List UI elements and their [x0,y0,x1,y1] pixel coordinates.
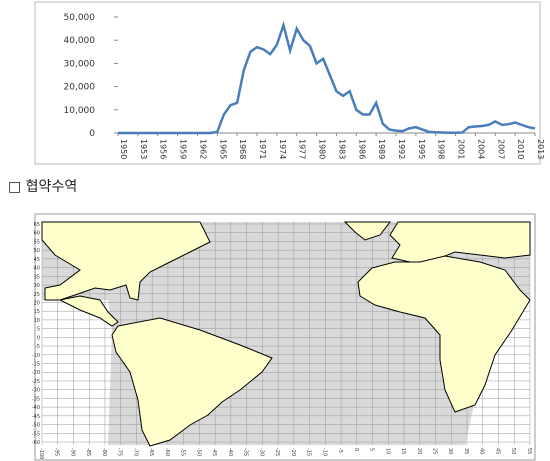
lon-label: -55 [180,448,186,456]
lat-label: -20 [32,370,40,376]
y-tick-label: 0 [89,129,95,139]
lon-label: -100 [38,448,44,459]
lon-label: -85 [85,448,91,456]
lat-label: 50 [34,248,40,254]
lon-label: -30 [258,448,264,456]
lat-label: -35 [32,396,40,402]
lon-label: -40 [227,448,233,456]
x-tick-label: 1995 [417,139,426,159]
lon-label: 30 [447,448,453,454]
x-tick-label: 1968 [238,139,247,159]
lat-label: -50 [32,423,40,429]
x-tick-label: 1956 [159,139,168,159]
lat-label: 55 [34,239,40,245]
lon-label: 55 [526,448,532,454]
x-tick-label: 1980 [318,139,327,159]
x-tick-label: 2004 [476,139,485,159]
lat-label: 25 [34,292,40,298]
lat-label: 5 [37,327,40,333]
lon-label: -35 [243,448,249,456]
x-tick-label: 1971 [258,139,267,159]
lon-label: -15 [306,448,312,456]
lat-label: -40 [32,405,40,411]
lat-label: 60 [34,231,40,237]
x-tick-label: 1962 [198,139,207,159]
y-tick-label: 20,000 [64,83,96,93]
x-tick-label: 1992 [397,139,406,159]
lon-label: -45 [211,448,217,456]
lon-label: -20 [290,448,296,456]
x-tick-label: 2013 [536,139,545,159]
x-tick-label: 1989 [377,139,386,159]
lon-label: 35 [463,448,469,454]
lat-label: 65 [34,222,40,228]
lon-label: -95 [54,448,60,456]
lon-label: -5 [337,448,343,453]
lat-label: 35 [34,274,40,280]
lon-label: 20 [416,448,422,454]
x-tick-label: 1986 [357,139,366,159]
lon-label: 15 [400,448,406,454]
lat-label: 10 [34,318,40,324]
y-tick-label: 30,000 [64,59,96,69]
lat-label: -5 [35,344,40,350]
lat-label: -60 [32,440,40,446]
lon-label: 45 [494,448,500,454]
lon-label: 5 [369,448,375,451]
lat-label: 0 [37,335,40,341]
x-tick-label: 1974 [278,139,287,159]
outside-area [465,300,530,445]
lat-label: -30 [32,388,40,394]
lon-label: -90 [69,448,75,456]
lon-label: -60 [164,448,170,456]
lat-label: 45 [34,257,40,263]
chart-frame [34,1,541,165]
lon-label: -75 [117,448,123,456]
convention-area [42,222,530,445]
y-tick-label: 50,000 [64,13,96,23]
lon-label: 0 [353,448,359,451]
lon-label: -50 [195,448,201,456]
line-chart: 0 10,000 20,000 30,000 40,000 50,000 1950 1953 1… [34,1,545,165]
land [41,221,531,447]
x-tick-label: 1959 [179,139,188,159]
x-tick-label: 1977 [298,139,307,159]
section-heading: □ 협약수역 [8,179,78,195]
map-frame [34,213,536,461]
lon-label: 40 [479,448,485,454]
data-line [118,20,536,135]
lon-label: -70 [132,448,138,456]
x-tick-label: 1998 [437,139,446,159]
y-tick-label: 10,000 [64,106,96,116]
x-tick-label: 2007 [496,139,505,159]
lat-label: -15 [32,362,40,368]
lat-label: 40 [34,266,40,272]
lon-label: -10 [321,448,327,456]
lon-label: -65 [148,448,154,456]
x-tick-label: 1965 [218,139,227,159]
lat-label: -25 [32,379,40,385]
lon-label: -25 [274,448,280,456]
x-tick-label: 2001 [457,139,466,159]
x-tick-label: 1953 [139,139,148,159]
lat-label: 20 [34,300,40,306]
lat-label: 15 [34,309,40,315]
x-tick-label: 1983 [337,139,346,159]
lon-label: 50 [510,448,516,454]
x-tick-label: 2010 [516,139,525,159]
outside-area [42,300,112,445]
lat-label: -10 [32,353,40,359]
lon-label: -80 [101,448,107,456]
lat-label: -55 [32,431,40,437]
lon-label: 10 [384,448,390,454]
lat-label: -45 [32,414,40,420]
x-tick-label: 1950 [119,139,128,159]
lon-label: 25 [432,448,438,454]
lat-label: 30 [34,283,40,289]
y-tick-label: 40,000 [64,36,96,46]
